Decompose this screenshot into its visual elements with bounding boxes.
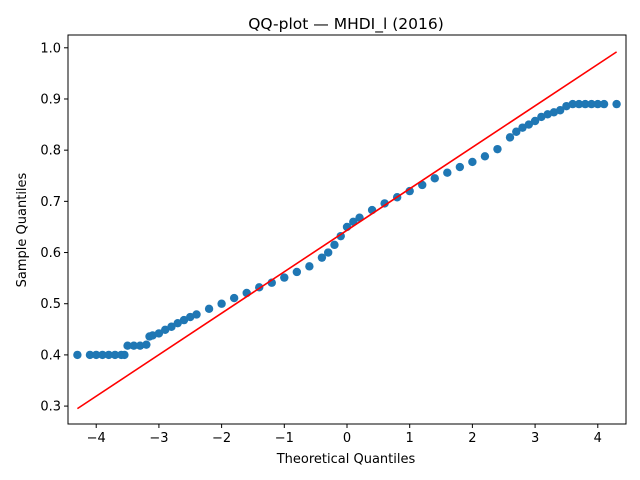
sample-quantile-points: [73, 99, 621, 360]
data-point: [142, 340, 151, 349]
x-tick-label: −3: [149, 431, 168, 446]
data-point: [430, 174, 439, 183]
data-point: [98, 350, 107, 360]
data-point: [123, 341, 132, 350]
data-point: [160, 325, 170, 335]
y-tick-label: 1.0: [40, 41, 61, 56]
data-point: [154, 329, 164, 338]
data-point: [92, 350, 101, 360]
x-tick-label: 3: [531, 431, 539, 446]
x-tick-label: −1: [275, 431, 294, 446]
data-point: [192, 310, 201, 319]
data-point: [110, 350, 120, 360]
plot-area: [73, 51, 621, 410]
data-point: [505, 133, 515, 142]
chart-title: QQ-plot — MHDI_l (2016): [248, 15, 444, 34]
data-point: [418, 180, 427, 190]
data-point: [323, 248, 333, 257]
x-tick-label: 0: [343, 431, 351, 446]
data-point: [493, 144, 502, 154]
data-point: [167, 322, 176, 331]
x-tick-label: 4: [594, 431, 602, 446]
data-point: [568, 99, 577, 109]
data-point: [135, 341, 145, 350]
data-point: [229, 293, 239, 303]
data-point: [292, 267, 302, 277]
data-point: [120, 350, 129, 360]
x-tick-label: 2: [468, 431, 476, 446]
data-point: [512, 127, 521, 136]
x-tick-label: −4: [87, 431, 106, 446]
data-point: [574, 99, 584, 109]
y-tick-label: 0.9: [40, 92, 61, 107]
data-point: [104, 350, 113, 360]
data-point: [330, 240, 339, 250]
data-point: [129, 341, 139, 350]
data-point: [405, 186, 414, 196]
data-point: [455, 162, 465, 172]
data-point: [380, 199, 389, 208]
y-tick-label: 0.8: [40, 144, 61, 159]
data-point: [555, 106, 565, 115]
data-point: [204, 304, 214, 314]
reference-line: [76, 51, 618, 410]
data-point: [518, 123, 527, 132]
data-point: [317, 253, 327, 262]
data-point: [443, 168, 452, 177]
x-tick-label: 1: [406, 431, 414, 446]
data-point: [73, 350, 82, 360]
data-point: [581, 99, 590, 109]
data-point: [179, 315, 189, 325]
data-point: [593, 99, 602, 109]
data-point: [599, 99, 609, 109]
data-point: [280, 273, 289, 282]
y-axis-label: Sample Quantiles: [15, 172, 30, 287]
data-point: [85, 350, 95, 360]
y-tick-label: 0.3: [40, 400, 61, 415]
data-point: [336, 231, 345, 241]
data-point: [217, 299, 226, 308]
data-point: [305, 262, 314, 271]
y-tick-label: 0.6: [40, 246, 61, 261]
data-point: [587, 99, 596, 109]
data-point: [524, 120, 534, 129]
data-point: [468, 157, 477, 167]
data-point: [173, 318, 182, 328]
data-point: [612, 99, 621, 109]
y-tick-label: 0.7: [40, 195, 61, 210]
data-point: [480, 152, 490, 161]
x-axis-label: Theoretical Quantiles: [276, 452, 416, 467]
data-point: [530, 116, 540, 126]
y-tick-label: 0.5: [40, 297, 61, 312]
y-tick-label: 0.4: [40, 348, 61, 363]
x-tick-label: −2: [212, 431, 231, 446]
axes-layer: −4 −3 −2 −1 0 1 2 3 4 0.3 0.4 0.5 0.6 0.7 0.8 0.9 1.0: [40, 34, 627, 446]
